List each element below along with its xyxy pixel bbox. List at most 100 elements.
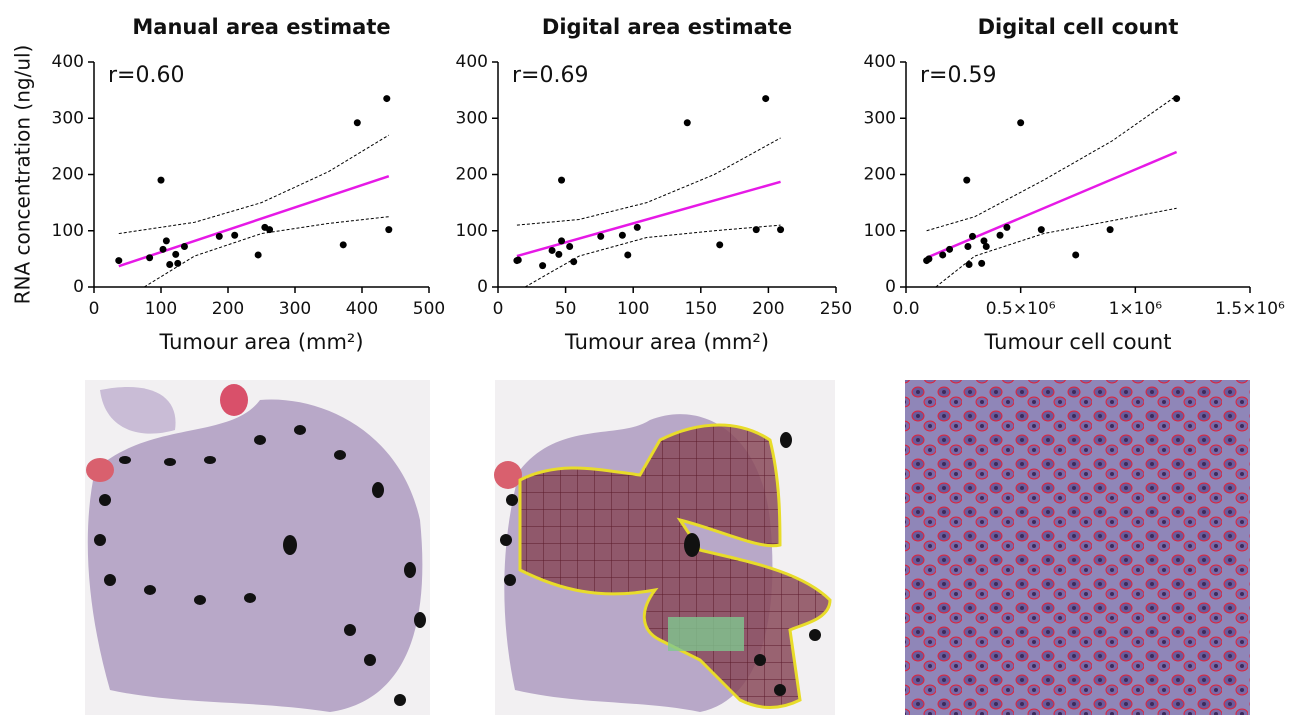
annotation: r=0.69 <box>512 63 588 88</box>
x-tick-label: 250 <box>820 299 852 319</box>
data-point <box>266 226 273 233</box>
data-point <box>634 224 641 231</box>
data-point <box>340 241 347 248</box>
chart-title: Digital area estimate <box>542 15 792 39</box>
y-tick-label: 0 <box>885 277 896 297</box>
data-point <box>939 251 946 258</box>
data-point <box>555 251 562 258</box>
data-point <box>969 233 976 240</box>
data-point <box>172 251 179 258</box>
data-point <box>1072 251 1079 258</box>
data-point <box>946 246 953 253</box>
x-tick-label: 300 <box>279 299 311 319</box>
data-point <box>1017 119 1024 126</box>
data-point <box>978 260 985 267</box>
annotation: r=0.59 <box>920 63 996 88</box>
data-point <box>158 177 165 184</box>
y-axis-label: RNA concentration (ng/ul) <box>11 45 35 305</box>
confidence-band-lower <box>525 225 781 287</box>
x-tick-label: 1.5×10⁶ <box>1215 299 1285 319</box>
data-point <box>558 237 565 244</box>
fit-line <box>517 182 781 256</box>
data-point <box>515 257 522 264</box>
data-point <box>570 258 577 265</box>
histology-image <box>85 380 430 715</box>
y-tick-label: 400 <box>456 52 488 72</box>
data-point <box>115 257 122 264</box>
x-axis-label: Tumour area (mm²) <box>158 330 363 354</box>
x-tick-label: 400 <box>346 299 378 319</box>
data-point <box>174 260 181 267</box>
data-point <box>1003 224 1010 231</box>
data-point <box>383 95 390 102</box>
data-point <box>160 246 167 253</box>
y-tick-label: 400 <box>864 52 896 72</box>
x-axis-label: Tumour area (mm²) <box>564 330 769 354</box>
data-point <box>549 247 556 254</box>
y-tick-label: 400 <box>52 52 84 72</box>
y-tick-label: 300 <box>864 108 896 128</box>
confidence-band-lower <box>936 208 1177 287</box>
data-point <box>539 262 546 269</box>
data-point <box>983 243 990 250</box>
chart-title: Digital cell count <box>978 15 1179 39</box>
data-point <box>597 233 604 240</box>
confidence-band-upper <box>119 135 389 233</box>
x-tick-label: 0 <box>493 299 504 319</box>
data-point <box>163 237 170 244</box>
x-axis-label: Tumour cell count <box>984 330 1172 354</box>
x-tick-label: 200 <box>752 299 784 319</box>
y-tick-label: 300 <box>52 108 84 128</box>
annotation: r=0.60 <box>108 63 184 88</box>
data-point <box>216 233 223 240</box>
x-tick-label: 100 <box>617 299 649 319</box>
data-point <box>354 119 361 126</box>
data-point <box>1107 226 1114 233</box>
confidence-band-upper <box>517 138 781 225</box>
data-point <box>964 243 971 250</box>
data-point <box>146 254 153 261</box>
data-point <box>558 177 565 184</box>
data-point <box>231 232 238 239</box>
x-tick-label: 500 <box>413 299 445 319</box>
chart-title: Manual area estimate <box>132 15 390 39</box>
data-point <box>181 243 188 250</box>
data-point <box>966 261 973 268</box>
data-point <box>619 232 626 239</box>
data-point <box>762 95 769 102</box>
y-tick-label: 300 <box>456 108 488 128</box>
y-tick-label: 200 <box>456 165 488 185</box>
data-point <box>925 255 932 262</box>
x-tick-label: 1×10⁶ <box>1109 299 1163 319</box>
data-point <box>566 243 573 250</box>
y-tick-label: 200 <box>864 165 896 185</box>
data-point <box>1038 226 1045 233</box>
y-tick-label: 0 <box>73 277 84 297</box>
y-tick-label: 100 <box>52 221 84 241</box>
data-point <box>777 226 784 233</box>
data-point <box>716 241 723 248</box>
y-tick-label: 0 <box>477 277 488 297</box>
x-tick-label: 150 <box>685 299 717 319</box>
y-tick-label: 100 <box>456 221 488 241</box>
figure: Manual area estimate 0 100 200 300 400 0 100 200… <box>0 0 1303 715</box>
cell-segmentation-image <box>905 380 1250 715</box>
y-tick-label: 100 <box>864 221 896 241</box>
x-tick-label: 0.0 <box>892 299 919 319</box>
data-point <box>684 119 691 126</box>
y-tick-label: 200 <box>52 165 84 185</box>
confidence-band-upper <box>927 96 1177 231</box>
x-tick-label: 200 <box>212 299 244 319</box>
data-point <box>997 232 1004 239</box>
fit-line <box>927 152 1177 258</box>
data-point <box>166 261 173 268</box>
annotated-image <box>494 380 835 715</box>
x-tick-label: 0 <box>89 299 100 319</box>
data-point <box>963 177 970 184</box>
data-point <box>385 226 392 233</box>
x-tick-label: 0.5×10⁶ <box>986 299 1056 319</box>
data-point <box>753 226 760 233</box>
x-tick-label: 50 <box>555 299 577 319</box>
data-point <box>255 251 262 258</box>
data-point <box>624 251 631 258</box>
